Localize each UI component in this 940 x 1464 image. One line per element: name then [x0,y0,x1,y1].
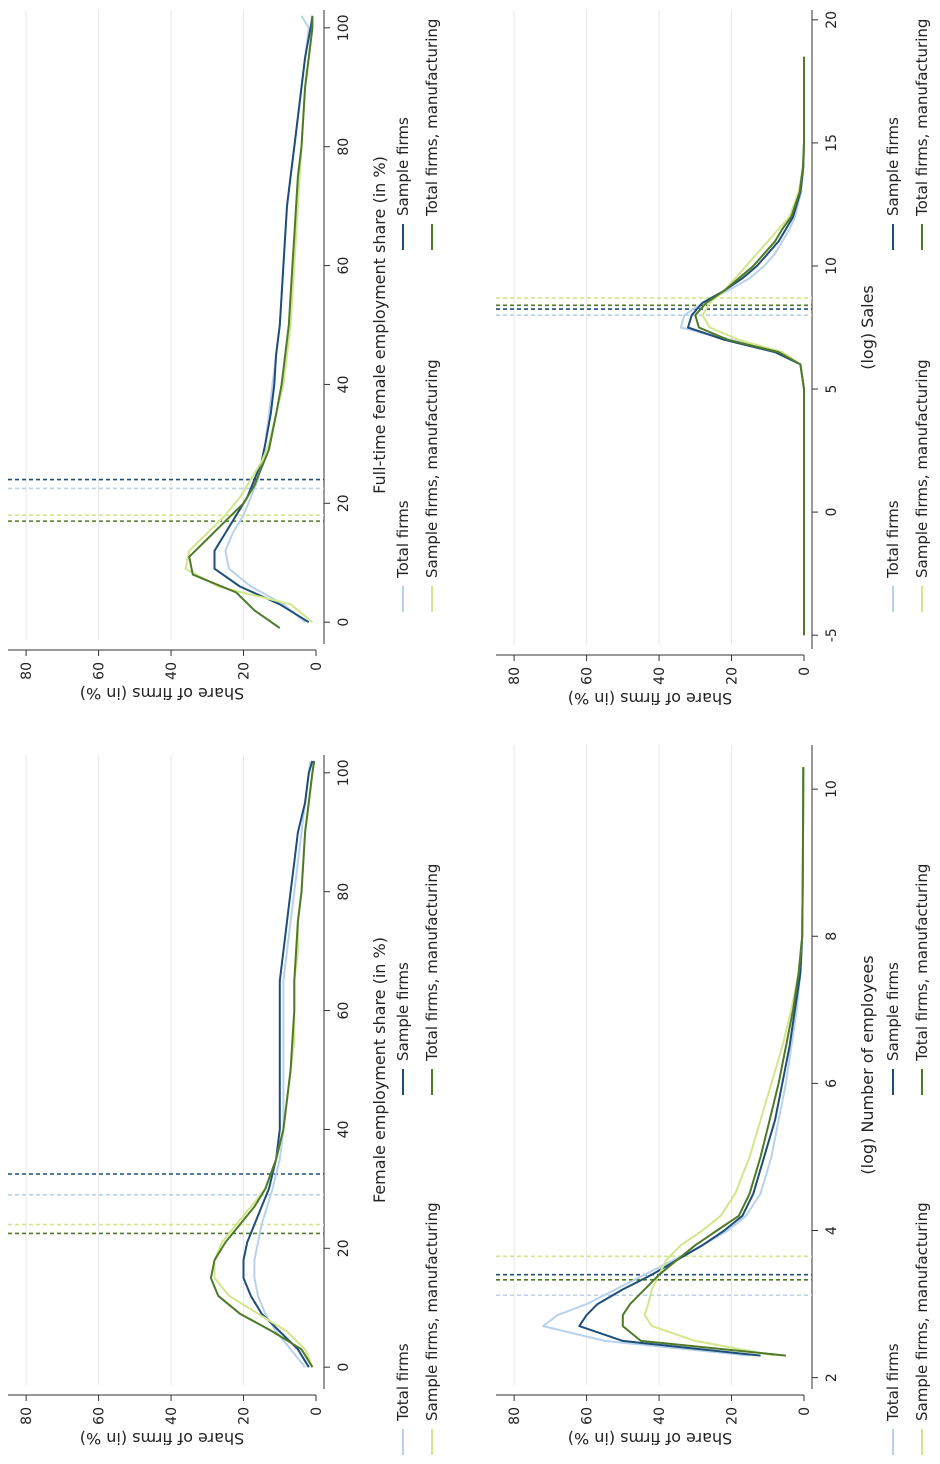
legend-label-sample_manuf: Sample firms, manufacturing [913,359,931,578]
x-tick-label: 2 [824,1373,840,1382]
x-axis-label: Full-time female employment share (in %) [370,156,389,494]
y-tick-label: 60 [92,662,108,680]
legend-label-sample_firms: Sample firms [884,117,902,216]
legend-label-total_manuf: Total firms, manufacturing [913,864,931,1062]
legend-label-total_manuf: Total firms, manufacturing [423,19,441,217]
x-tick-label: 40 [336,1121,352,1139]
y-tick-label: 0 [797,667,813,676]
series-sample_firms [242,760,314,1368]
y-tick-label: 80 [507,1407,523,1425]
series-sample_firms [578,767,805,1357]
y-tick-label: 0 [309,1407,325,1416]
panel-emp: 0 20 40 60 80 2 4 6 8 10 Share of firms (in %) (log… [496,745,931,1455]
x-tick-label: 20 [824,11,840,29]
legend-label-sample_manuf: Sample firms, manufacturing [423,359,441,578]
x-tick-label: 8 [824,932,840,941]
y-tick-label: 20 [725,1407,741,1425]
y-tick-label: 80 [19,662,35,680]
y-tick-label: 40 [164,662,180,680]
y-tick-label: 60 [580,1407,596,1425]
y-axis-label: Share of firms (in %) [80,684,245,703]
y-tick-label: 60 [580,667,596,685]
x-tick-label: 40 [336,376,352,394]
series-total_firms [542,767,805,1357]
panel-sales: 0 20 40 60 80 -5 0 5 10 15 20 Share of firms (in %)… [496,10,931,708]
series-total_manuf [694,56,805,636]
legend-label-sample_manuf: Sample firms, manufacturing [913,1202,931,1421]
x-tick-label: 80 [336,883,352,901]
legend-label-total_manuf: Total firms, manufacturing [423,864,441,1062]
series-total_firms [224,15,310,623]
y-axis-label: Share of firms (in %) [568,689,733,708]
y-tick-label: 20 [237,1407,253,1425]
x-axis-label: (log) Number of employees [858,955,877,1174]
y-axis-label: Share of firms (in %) [80,1429,245,1448]
x-tick-label: 4 [824,1226,840,1235]
x-tick-label: 0 [824,508,840,517]
legend-label-sample_manuf: Sample firms, manufacturing [423,1202,441,1421]
x-tick-label: 15 [824,134,840,152]
x-tick-label: 60 [336,1002,352,1020]
series-total_manuf [188,15,314,629]
series-total_manuf [621,767,805,1357]
y-tick-label: 80 [19,1407,35,1425]
series-sample_firms [213,15,314,624]
series-total_firms [253,760,312,1368]
x-tick-label: 60 [336,257,352,275]
x-tick-label: 10 [824,257,840,275]
legend-label-total_manuf: Total firms, manufacturing [913,19,931,217]
y-axis-label: Share of firms (in %) [568,1429,733,1448]
y-tick-label: 20 [237,662,253,680]
legend-label-total_firms: Total firms [884,500,902,579]
x-tick-label: 20 [336,1239,352,1257]
legend-label-sample_firms: Sample firms [394,117,412,216]
y-tick-label: 40 [652,1407,668,1425]
panel-fes: 0 20 40 60 80 0 20 40 60 80 100 Share of firms (in … [8,755,441,1455]
x-tick-label: 6 [824,1079,840,1088]
x-tick-label: 100 [336,14,352,41]
y-tick-label: 60 [92,1407,108,1425]
legend-label-total_firms: Total firms [394,1343,412,1422]
x-axis-label: Female employment share (in %) [370,937,389,1203]
x-tick-label: 0 [336,1363,352,1372]
y-tick-label: 20 [725,667,741,685]
y-tick-label: 0 [797,1407,813,1416]
x-tick-label: -5 [824,628,840,642]
x-tick-label: 0 [336,618,352,627]
x-tick-label: 100 [336,759,352,786]
series-total_firms [679,56,805,636]
panel-ftfes: 0 20 40 60 80 0 20 40 60 80 100 Share of firms (in … [8,10,441,703]
legend-label-total_firms: Total firms [394,500,412,579]
y-tick-label: 40 [164,1407,180,1425]
x-tick-label: 10 [824,780,840,798]
x-tick-label: 5 [824,385,840,394]
y-tick-label: 40 [652,667,668,685]
x-tick-label: 80 [336,138,352,156]
series-sample_manuf [184,15,314,623]
y-tick-label: 0 [309,662,325,671]
series-total_manuf [209,760,316,1368]
legend-label-sample_firms: Sample firms [884,962,902,1061]
series-sample_firms [687,56,805,636]
x-tick-label: 20 [336,494,352,512]
legend-label-total_firms: Total firms [884,1343,902,1422]
x-axis-label: (log) Sales [858,285,877,370]
y-tick-label: 80 [507,667,523,685]
legend-label-sample_firms: Sample firms [394,962,412,1061]
